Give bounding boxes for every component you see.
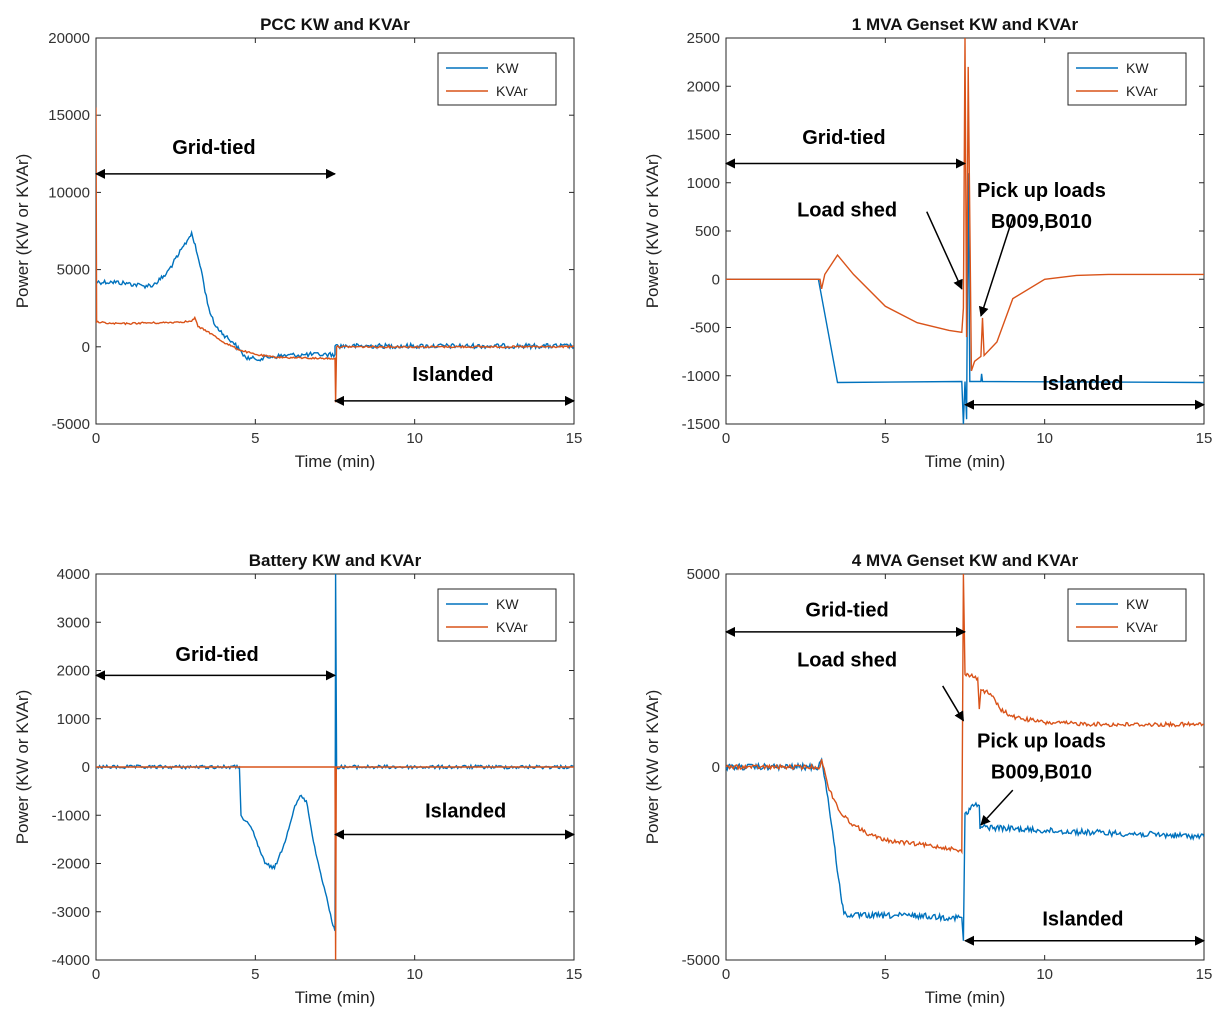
y-tick-label: 2500 bbox=[687, 30, 720, 47]
y-axis-label: Power (KW or KVAr) bbox=[643, 690, 662, 845]
plot-title: 4 MVA Genset KW and KVAr bbox=[852, 551, 1079, 570]
y-tick-label: 1500 bbox=[687, 127, 720, 144]
y-tick-label: 0 bbox=[712, 759, 720, 776]
y-tick-label: -2000 bbox=[52, 856, 90, 873]
x-tick-label: 10 bbox=[1036, 966, 1053, 983]
y-tick-label: 0 bbox=[712, 271, 720, 288]
annotation-label: Islanded bbox=[425, 801, 506, 823]
y-axis-label: Power (KW or KVAr) bbox=[13, 690, 32, 845]
y-tick-label: -1000 bbox=[52, 807, 90, 824]
plot-title: PCC KW and KVAr bbox=[260, 15, 410, 34]
y-tick-label: 20000 bbox=[48, 30, 90, 47]
annotation-label: Load shed bbox=[797, 650, 897, 672]
annotation-label: Pick up loads bbox=[977, 180, 1106, 202]
x-tick-label: 5 bbox=[251, 430, 259, 447]
legend: KW KVAr bbox=[1068, 589, 1186, 641]
legend-label: KVAr bbox=[1126, 619, 1158, 635]
y-tick-label: 2000 bbox=[687, 78, 720, 95]
legend: KW KVAr bbox=[1068, 53, 1186, 105]
legend-label: KVAr bbox=[1126, 83, 1158, 99]
x-tick-label: 15 bbox=[566, 966, 583, 983]
x-axis-label: Time (min) bbox=[295, 452, 376, 471]
y-tick-label: 2000 bbox=[57, 663, 90, 680]
plot-2: 1 MVA Genset KW and KVAr 0 5 10 15 -1500 -1000… bbox=[643, 15, 1212, 471]
annotation-label: Grid-tied bbox=[805, 599, 888, 621]
y-tick-label: -5000 bbox=[52, 416, 90, 433]
y-tick-label: 10000 bbox=[48, 184, 90, 201]
x-tick-label: 10 bbox=[406, 966, 423, 983]
annotation-label: Pick up loads bbox=[977, 731, 1106, 753]
legend-label: KVAr bbox=[496, 619, 528, 635]
x-tick-label: 15 bbox=[566, 430, 583, 447]
y-tick-label: 1000 bbox=[687, 175, 720, 192]
y-tick-label: -5000 bbox=[682, 952, 720, 969]
legend: KW KVAr bbox=[438, 589, 556, 641]
legend-label: KW bbox=[496, 60, 519, 76]
y-tick-label: -4000 bbox=[52, 952, 90, 969]
plot-title: 1 MVA Genset KW and KVAr bbox=[852, 15, 1079, 34]
annotation-label: Islanded bbox=[1042, 908, 1123, 930]
y-axis-label: Power (KW or KVAr) bbox=[13, 154, 32, 309]
y-tick-label: 5000 bbox=[687, 566, 720, 583]
y-tick-label: -500 bbox=[690, 320, 720, 337]
legend-label: KW bbox=[1126, 60, 1149, 76]
annotation-label: B009,B010 bbox=[991, 211, 1092, 233]
annotation: Pick up loads bbox=[977, 180, 1106, 202]
y-tick-label: -3000 bbox=[52, 904, 90, 921]
annotation-label: Load shed bbox=[797, 200, 897, 222]
x-tick-label: 10 bbox=[406, 430, 423, 447]
y-tick-label: 3000 bbox=[57, 614, 90, 631]
y-tick-label: 5000 bbox=[57, 262, 90, 279]
annotation-label: Grid-tied bbox=[175, 644, 258, 666]
annotation-label: Grid-tied bbox=[172, 137, 255, 159]
x-tick-label: 5 bbox=[251, 966, 259, 983]
x-tick-label: 15 bbox=[1196, 966, 1213, 983]
y-tick-label: 4000 bbox=[57, 566, 90, 583]
plot-title: Battery KW and KVAr bbox=[249, 551, 422, 570]
y-tick-label: -1000 bbox=[682, 368, 720, 385]
annotation-label: Islanded bbox=[1042, 373, 1123, 395]
y-tick-label: 1000 bbox=[57, 711, 90, 728]
annotation-label: B009,B010 bbox=[991, 762, 1092, 784]
legend: KW KVAr bbox=[438, 53, 556, 105]
y-tick-label: -1500 bbox=[682, 416, 720, 433]
y-tick-label: 500 bbox=[695, 223, 720, 240]
x-tick-label: 5 bbox=[881, 430, 889, 447]
x-axis-label: Time (min) bbox=[925, 988, 1006, 1007]
annotation-label: Grid-tied bbox=[802, 127, 885, 149]
plot-3: Battery KW and KVAr 0 5 10 15 -4000 -3000 -2000… bbox=[13, 551, 582, 1007]
x-tick-label: 0 bbox=[92, 966, 100, 983]
annotation-label: Islanded bbox=[412, 364, 493, 386]
legend-label: KW bbox=[496, 596, 519, 612]
x-tick-label: 15 bbox=[1196, 430, 1213, 447]
x-axis-label: Time (min) bbox=[295, 988, 376, 1007]
y-tick-label: 15000 bbox=[48, 107, 90, 124]
x-axis-label: Time (min) bbox=[925, 452, 1006, 471]
legend-label: KW bbox=[1126, 596, 1149, 612]
y-tick-label: 0 bbox=[82, 339, 90, 356]
x-tick-label: 0 bbox=[92, 430, 100, 447]
x-tick-label: 0 bbox=[722, 966, 730, 983]
y-tick-label: 0 bbox=[82, 759, 90, 776]
legend-label: KVAr bbox=[496, 83, 528, 99]
x-tick-label: 5 bbox=[881, 966, 889, 983]
x-tick-label: 0 bbox=[722, 430, 730, 447]
annotation: Pick up loads bbox=[977, 731, 1106, 753]
plot-1: PCC KW and KVAr0 5 10 15-500005000100001500… bbox=[13, 15, 582, 471]
x-tick-label: 10 bbox=[1036, 430, 1053, 447]
y-axis-label: Power (KW or KVAr) bbox=[643, 154, 662, 309]
